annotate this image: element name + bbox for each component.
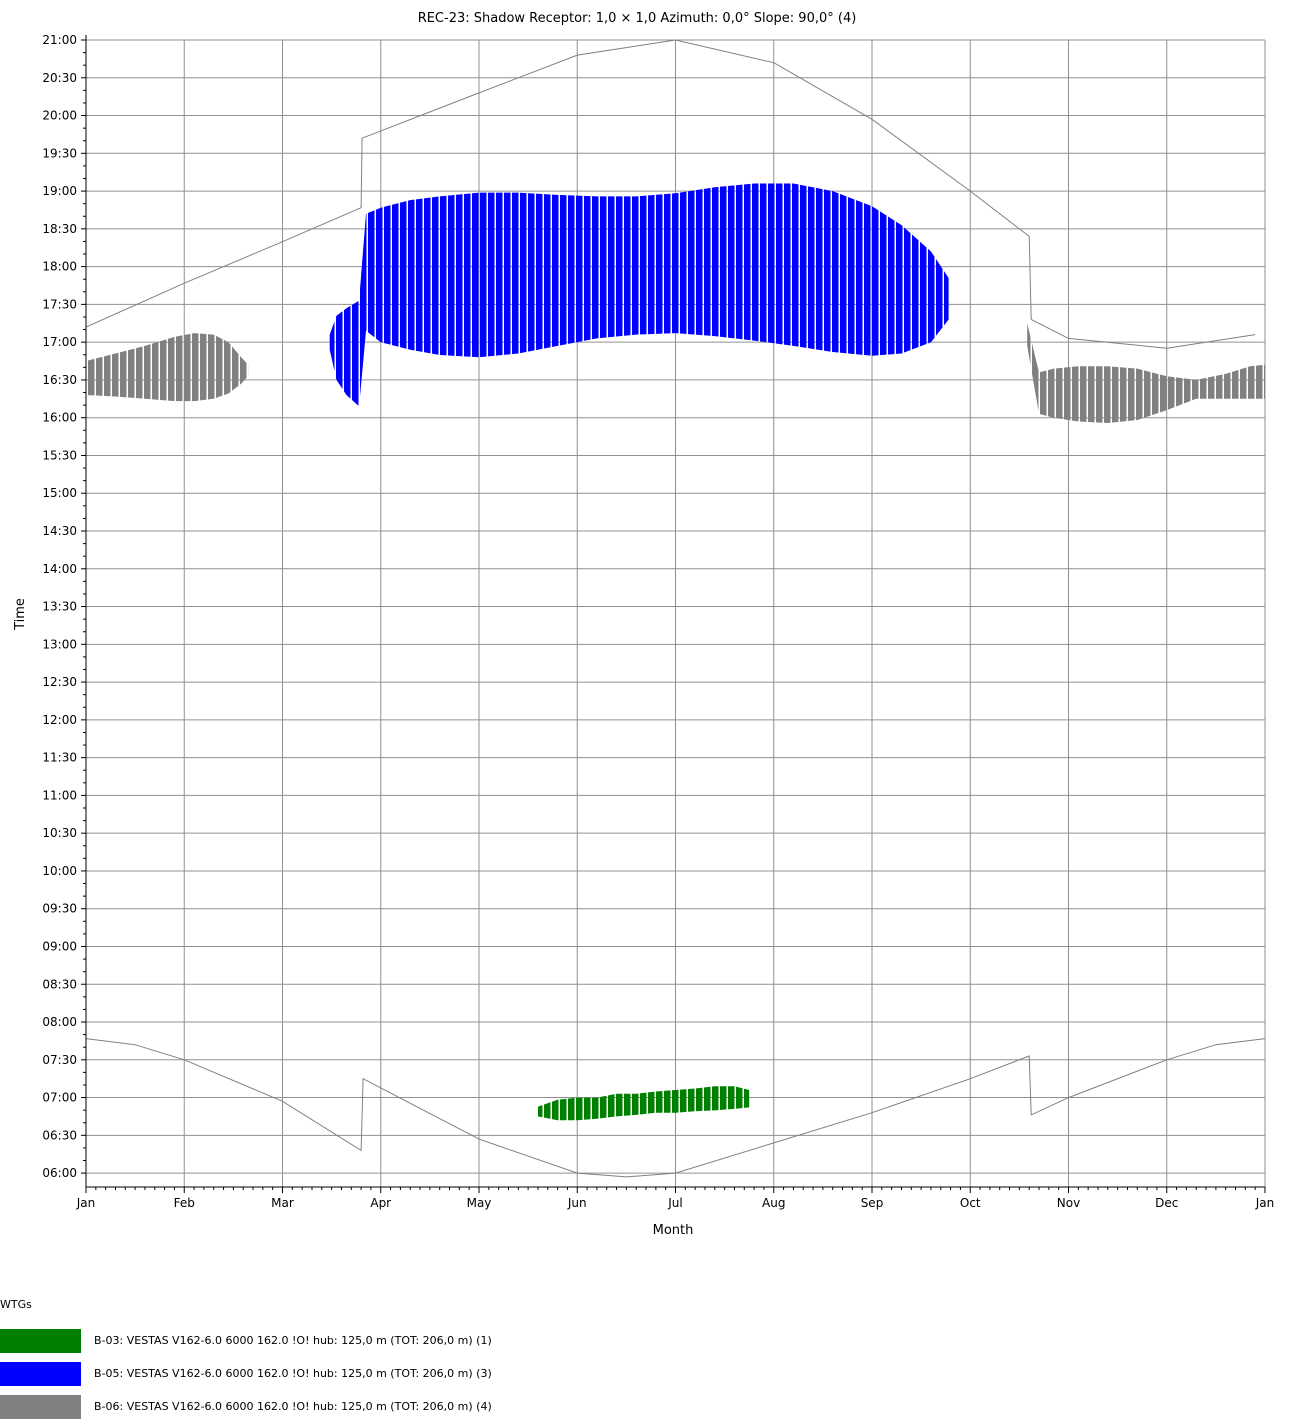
y-tick-label: 15:00 xyxy=(42,486,77,500)
shadow-region xyxy=(329,183,949,407)
x-tick-label: Jan xyxy=(1255,1196,1275,1210)
y-tick-label: 11:00 xyxy=(42,788,77,802)
y-tick-label: 12:00 xyxy=(42,713,77,727)
y-tick-label: 10:00 xyxy=(42,864,77,878)
grid-lines xyxy=(85,39,1266,1187)
y-tick-label: 14:30 xyxy=(42,524,77,538)
y-tick-label: 10:30 xyxy=(42,826,77,840)
y-tick-label: 17:30 xyxy=(42,297,77,311)
y-tick-label: 20:30 xyxy=(42,71,77,85)
shadow-region xyxy=(538,1086,750,1121)
legend-swatch xyxy=(0,1329,81,1353)
x-tick-label: Dec xyxy=(1155,1196,1178,1210)
sunset-curve xyxy=(85,39,1256,349)
legend-item: B-05: VESTAS V162-6.0 6000 162.0 !O! hub… xyxy=(0,1362,800,1386)
y-tick-label: 19:30 xyxy=(42,146,77,160)
x-tick-label: Jan xyxy=(76,1196,96,1210)
y-tick-label: 06:30 xyxy=(42,1128,77,1142)
x-tick-label: Jul xyxy=(667,1196,682,1210)
sunrise-curve xyxy=(85,1038,1266,1178)
y-tick-label: 21:00 xyxy=(42,33,77,47)
x-tick-label: May xyxy=(467,1196,492,1210)
x-tick-label: Mar xyxy=(271,1196,294,1210)
y-tick-label: 09:30 xyxy=(42,902,77,916)
y-tick-label: 11:30 xyxy=(42,751,77,765)
y-tick-label: 16:30 xyxy=(42,373,77,387)
x-tick-label: Oct xyxy=(960,1196,981,1210)
legend-swatch xyxy=(0,1395,81,1419)
y-tick-label: 17:00 xyxy=(42,335,77,349)
y-tick-label: 07:30 xyxy=(42,1053,77,1067)
y-tick-label: 19:00 xyxy=(42,184,77,198)
legend-label: B-06: VESTAS V162-6.0 6000 162.0 !O! hub… xyxy=(94,1400,492,1413)
x-axis-label: Month xyxy=(653,1223,694,1238)
x-tick-label: Sep xyxy=(861,1196,884,1210)
y-tick-label: 15:30 xyxy=(42,448,77,462)
y-tick-label: 09:00 xyxy=(42,939,77,953)
y-tick-label: 13:00 xyxy=(42,637,77,651)
shadow-flicker-chart: 21:00 20:30 20:00 19:30 19:00 18:30 18:00 17:30… xyxy=(13,11,1274,1238)
legend-title: WTGs xyxy=(0,1298,32,1311)
y-tick-label: 18:00 xyxy=(42,260,77,274)
legend-label: B-03: VESTAS V162-6.0 6000 162.0 !O! hub… xyxy=(94,1334,492,1347)
shadow-region xyxy=(86,333,249,402)
y-tick-label: 18:30 xyxy=(42,222,77,236)
y-tick-label: 07:00 xyxy=(42,1091,77,1105)
y-tick-label: 12:30 xyxy=(42,675,77,689)
axes: 21:00 20:30 20:00 19:30 19:00 18:30 18:00 17:30… xyxy=(42,33,1274,1210)
sun-curves xyxy=(85,39,1266,1178)
x-tick-label: Jun xyxy=(567,1196,587,1210)
shadow-region xyxy=(1027,323,1265,423)
x-tick-label: Apr xyxy=(370,1196,391,1210)
chart-title: REC-23: Shadow Receptor: 1,0 × 1,0 Azimu… xyxy=(418,11,857,26)
y-tick-label: 08:00 xyxy=(42,1015,77,1029)
y-axis-label: Time xyxy=(13,598,28,631)
x-tick-label: Nov xyxy=(1057,1196,1080,1210)
legend: WTGs B-03: VESTAS V162-6.0 6000 162.0 !O… xyxy=(0,1292,1289,1425)
y-tick-label: 13:30 xyxy=(42,600,77,614)
y-tick-label: 20:00 xyxy=(42,109,77,123)
y-tick-label: 14:00 xyxy=(42,562,77,576)
x-tick-label: Feb xyxy=(174,1196,195,1210)
y-tick-label: 16:00 xyxy=(42,411,77,425)
legend-item: B-03: VESTAS V162-6.0 6000 162.0 !O! hub… xyxy=(0,1329,800,1353)
legend-label: B-05: VESTAS V162-6.0 6000 162.0 !O! hub… xyxy=(94,1367,492,1380)
legend-swatch xyxy=(0,1362,81,1386)
shadow-series xyxy=(86,183,1265,1121)
y-tick-label: 08:30 xyxy=(42,977,77,991)
y-tick-label: 06:00 xyxy=(42,1166,77,1180)
legend-item: B-06: VESTAS V162-6.0 6000 162.0 !O! hub… xyxy=(0,1395,800,1419)
x-tick-label: Aug xyxy=(762,1196,785,1210)
